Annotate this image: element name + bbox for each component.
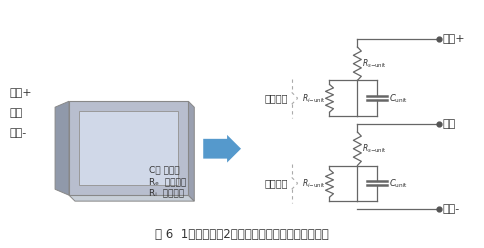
Text: $R_{i\mathregular{-unit}}$: $R_{i\mathregular{-unit}}$ bbox=[302, 92, 325, 105]
FancyBboxPatch shape bbox=[69, 101, 188, 195]
Text: C： 电容器: C： 电容器 bbox=[148, 165, 179, 174]
Text: $C_{\mathregular{unit}}$: $C_{\mathregular{unit}}$ bbox=[388, 177, 408, 189]
Text: $R_{s\mathregular{-unit}}$: $R_{s\mathregular{-unit}}$ bbox=[362, 142, 386, 155]
Text: Rₑ  串联阻抗: Rₑ 串联阻抗 bbox=[148, 177, 185, 186]
Text: 正极+: 正极+ bbox=[9, 88, 32, 98]
Polygon shape bbox=[55, 101, 69, 195]
Polygon shape bbox=[188, 101, 194, 201]
Text: 负极-: 负极- bbox=[9, 128, 27, 138]
Polygon shape bbox=[69, 195, 194, 201]
Text: 平衡: 平衡 bbox=[442, 119, 455, 129]
FancyArrow shape bbox=[203, 135, 241, 162]
Text: $R_{s\mathregular{-unit}}$: $R_{s\mathregular{-unit}}$ bbox=[362, 58, 386, 70]
Text: 平衡: 平衡 bbox=[9, 108, 23, 118]
Text: 单位元件: 单位元件 bbox=[264, 93, 287, 103]
Text: $C_{\mathregular{unit}}$: $C_{\mathregular{unit}}$ bbox=[388, 92, 408, 105]
Text: 图 6  1个封装中有2个单位电池组成的村田超级电容: 图 6 1个封装中有2个单位电池组成的村田超级电容 bbox=[155, 228, 328, 241]
Text: 负极-: 负极- bbox=[442, 204, 459, 214]
Text: 单位元件: 单位元件 bbox=[264, 178, 287, 188]
Text: Rᵢ  绝缘阻抗: Rᵢ 绝缘阻抗 bbox=[148, 189, 183, 198]
Text: 正极+: 正极+ bbox=[442, 34, 465, 44]
Text: $R_{i\mathregular{-unit}}$: $R_{i\mathregular{-unit}}$ bbox=[302, 177, 325, 189]
FancyBboxPatch shape bbox=[79, 111, 178, 185]
